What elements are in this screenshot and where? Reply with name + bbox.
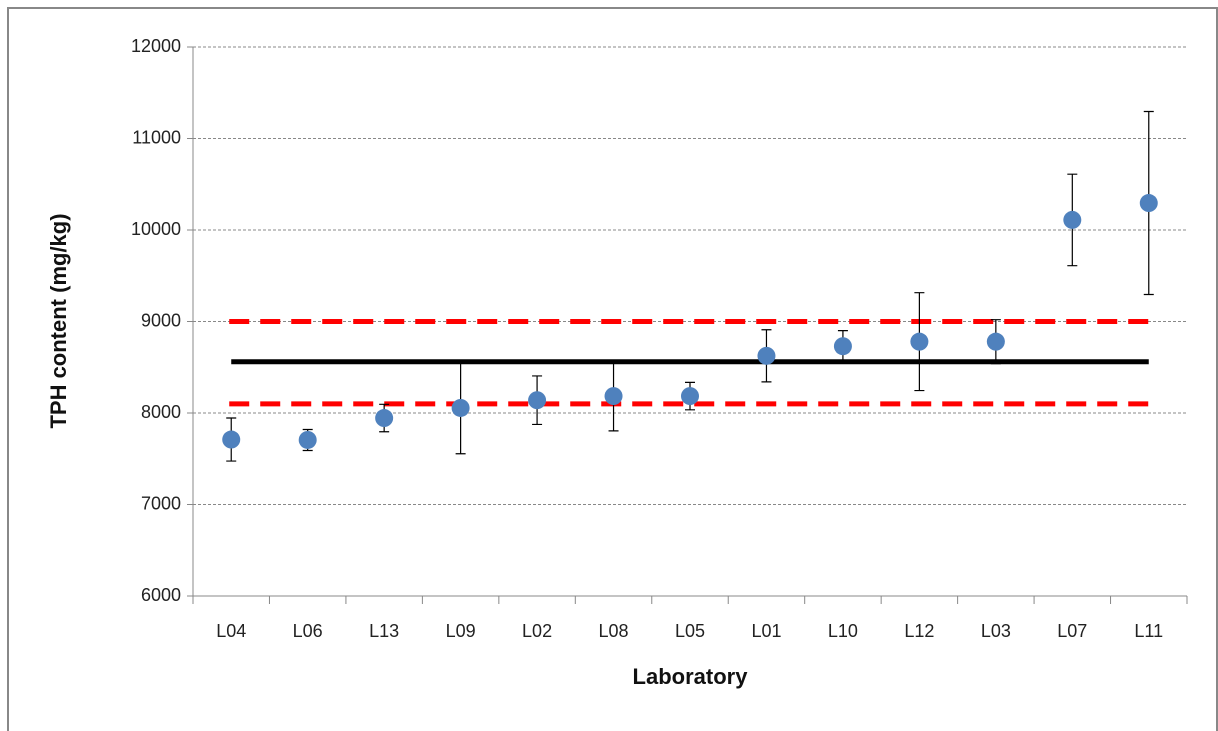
data-point (451, 398, 470, 417)
data-point (1063, 210, 1082, 229)
x-tick-label: L08 (599, 621, 629, 641)
x-tick-label: L12 (904, 621, 934, 641)
x-axis-title: Laboratory (633, 664, 749, 689)
x-tick-label: L09 (446, 621, 476, 641)
y-tick-label: 7000 (141, 493, 181, 513)
x-tick-label: L10 (828, 621, 858, 641)
x-tick-label: L13 (369, 621, 399, 641)
y-axis-title: TPH content (mg/kg) (46, 213, 71, 428)
x-tick-label: L03 (981, 621, 1011, 641)
data-point (833, 337, 852, 356)
data-point (375, 409, 394, 428)
x-tick-label: L06 (293, 621, 323, 641)
frame (7, 7, 1218, 731)
y-tick-label: 10000 (131, 219, 181, 239)
data-point (986, 332, 1005, 351)
y-tick-label: 6000 (141, 585, 181, 605)
x-tick-label: L07 (1057, 621, 1087, 641)
data-point (681, 387, 699, 406)
x-tick-label: L04 (216, 621, 246, 641)
x-tick-label: L02 (522, 621, 552, 641)
data-point (222, 430, 241, 449)
x-tick-label: L11 (1134, 621, 1163, 641)
x-tick-label: L01 (751, 621, 781, 641)
y-tick-label: 9000 (141, 310, 181, 330)
data-point (298, 430, 317, 449)
data-point (1139, 194, 1158, 213)
data-point (528, 391, 547, 410)
x-tick-label: L05 (675, 621, 705, 641)
y-tick-label: 11000 (132, 127, 181, 147)
y-tick-label: 12000 (131, 36, 181, 56)
data-point (910, 332, 929, 351)
data-point (757, 346, 776, 365)
y-tick-label: 8000 (141, 402, 181, 422)
data-point (604, 387, 623, 406)
